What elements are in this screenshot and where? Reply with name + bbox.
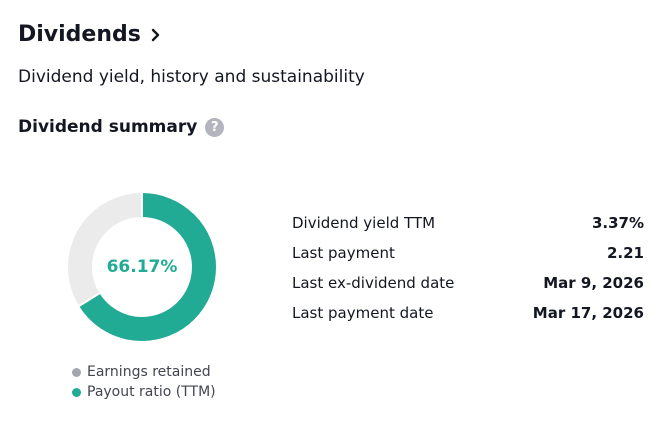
- page-subtitle: Dividend yield, history and sustainabili…: [18, 67, 365, 87]
- question-mark-icon[interactable]: ?: [205, 117, 225, 137]
- page-title: Dividends: [18, 22, 141, 47]
- summary-row: Last ex-dividend date Mar 9, 2026: [292, 268, 644, 298]
- chevron-right-icon: [151, 28, 160, 42]
- dividend-summary-table: Dividend yield TTM 3.37% Last payment 2.21 L…: [292, 208, 644, 328]
- summary-row-label: Last ex-dividend date: [292, 274, 455, 292]
- summary-row: Last payment 2.21: [292, 238, 644, 268]
- legend-item: Earnings retained: [72, 362, 216, 382]
- summary-row-value: Mar 17, 2026: [532, 304, 644, 322]
- donut-slice-separator: [77, 291, 101, 308]
- summary-row-label: Last payment: [292, 244, 395, 262]
- summary-row-value: Mar 9, 2026: [543, 274, 644, 292]
- payout-donut-chart: 66.17%: [66, 191, 218, 343]
- legend-item: Payout ratio (TTM): [72, 382, 216, 402]
- summary-row-label: Dividend yield TTM: [292, 214, 436, 232]
- dividends-title-link[interactable]: Dividends: [18, 20, 163, 50]
- section-title: Dividend summary: [18, 117, 198, 137]
- summary-row-value: 2.21: [606, 244, 644, 262]
- summary-row-value: 3.37%: [591, 214, 644, 232]
- summary-row: Last payment date Mar 17, 2026: [292, 298, 644, 328]
- payout-percent-label: 66.17%: [106, 257, 178, 277]
- chart-legend: Earnings retained Payout ratio (TTM): [72, 362, 216, 402]
- legend-label: Earnings retained: [87, 364, 211, 380]
- legend-dot-icon: [72, 367, 81, 377]
- summary-row-label: Last payment date: [292, 304, 434, 322]
- dividend-summary-header: Dividend summary ?: [18, 115, 225, 139]
- donut-svg: [68, 192, 216, 341]
- legend-label: Payout ratio (TTM): [87, 384, 216, 400]
- summary-row: Dividend yield TTM 3.37%: [292, 208, 644, 238]
- legend-dot-icon: [72, 387, 81, 397]
